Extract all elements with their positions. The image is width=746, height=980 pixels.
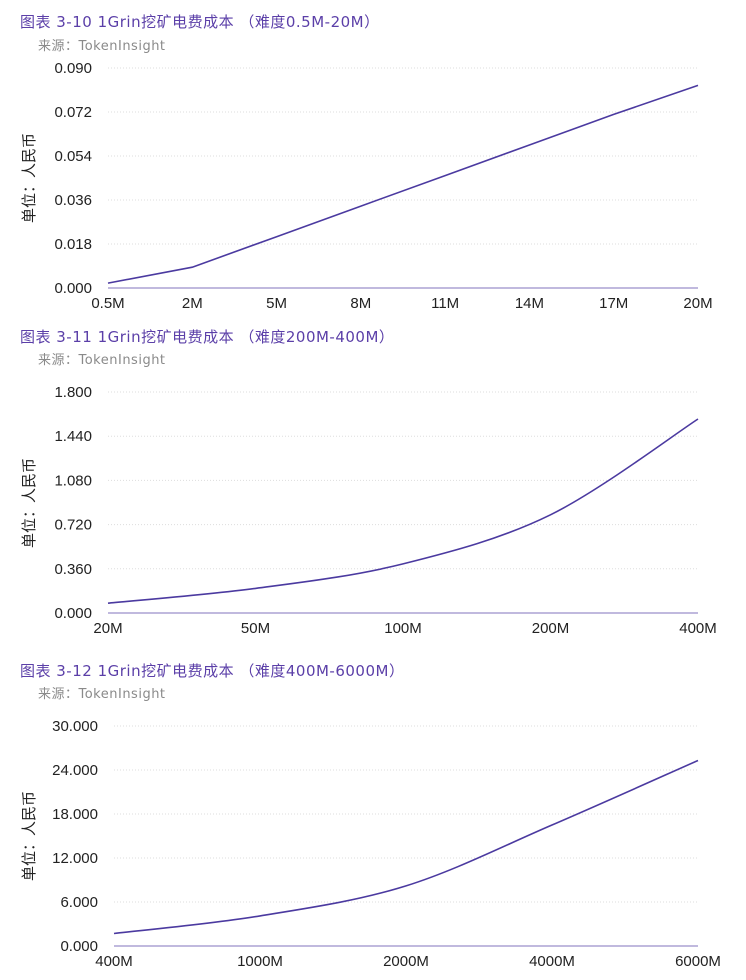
series-line: [107, 84, 699, 284]
y-tick-label: 0.000: [60, 938, 98, 955]
y-tick-label: 0.720: [54, 517, 92, 534]
x-tick-label: 14M: [515, 295, 544, 312]
y-tick-label: 0.360: [54, 561, 92, 578]
x-tick-label: 400M: [95, 953, 133, 970]
chart-plot-1: 0.000 0.018 0.036 0.054 0.072 0.090 0.5M 2M 5M 8M…: [20, 60, 713, 312]
y-axis-label: 单位：人民币: [20, 133, 38, 223]
y-tick-label: 0.072: [54, 104, 92, 121]
x-tick-label: 4000M: [529, 953, 575, 970]
x-tick-label: 100M: [384, 620, 422, 637]
chart-plot-2: 0.000 0.360 0.720 1.080 1.440 1.800 20M 50M 100M…: [20, 384, 717, 637]
x-tick-label: 400M: [679, 620, 717, 637]
x-tick-label: 1000M: [237, 953, 283, 970]
chart-source: 来源：TokenInsight: [38, 353, 166, 368]
y-tick-label: 1.080: [54, 472, 92, 489]
y-tick-label: 0.054: [54, 148, 92, 165]
y-tick-label: 0.036: [54, 192, 92, 209]
y-tick-label: 6.000: [60, 894, 98, 911]
y-tick-label: 30.000: [52, 718, 98, 735]
y-tick-label: 0.000: [54, 280, 92, 297]
y-axis-label: 单位：人民币: [20, 791, 38, 881]
series-line: [113, 759, 699, 935]
x-tick-label: 200M: [532, 620, 570, 637]
chart-plot-3: 0.000 6.000 12.000 18.000 24.000 30.000 400M 10…: [20, 718, 721, 970]
x-tick-label: 8M: [350, 295, 371, 312]
chart-title: 图表 3-10 1Grin挖矿电费成本 （难度0.5M-20M）: [20, 13, 380, 31]
y-tick-label: 0.090: [54, 60, 92, 77]
y-tick-label: 24.000: [52, 762, 98, 779]
x-tick-label: 2M: [182, 295, 203, 312]
x-tick-label: 50M: [241, 620, 270, 637]
x-tick-label: 20M: [93, 620, 122, 637]
x-tick-label: 6000M: [675, 953, 721, 970]
x-tick-label: 2000M: [383, 953, 429, 970]
y-tick-label: 12.000: [52, 850, 98, 867]
x-tick-label: 11M: [431, 295, 459, 312]
y-tick-label: 1.440: [54, 428, 92, 445]
y-tick-label: 18.000: [52, 806, 98, 823]
chart-source: 来源：TokenInsight: [38, 687, 166, 702]
x-tick-label: 17M: [599, 295, 628, 312]
x-tick-label: 5M: [266, 295, 287, 312]
x-tick-label: 20M: [683, 295, 712, 312]
chart-source: 来源：TokenInsight: [38, 39, 166, 54]
x-tick-label: 0.5M: [91, 295, 124, 312]
y-axis-label: 单位：人民币: [20, 458, 38, 548]
chart-title: 图表 3-11 1Grin挖矿电费成本 （难度200M-400M）: [20, 328, 395, 346]
chart-title: 图表 3-12 1Grin挖矿电费成本 （难度400M-6000M）: [20, 662, 405, 680]
y-tick-label: 0.000: [54, 605, 92, 622]
y-tick-label: 0.018: [54, 236, 92, 253]
y-tick-label: 1.800: [54, 384, 92, 401]
series-line: [107, 418, 699, 604]
